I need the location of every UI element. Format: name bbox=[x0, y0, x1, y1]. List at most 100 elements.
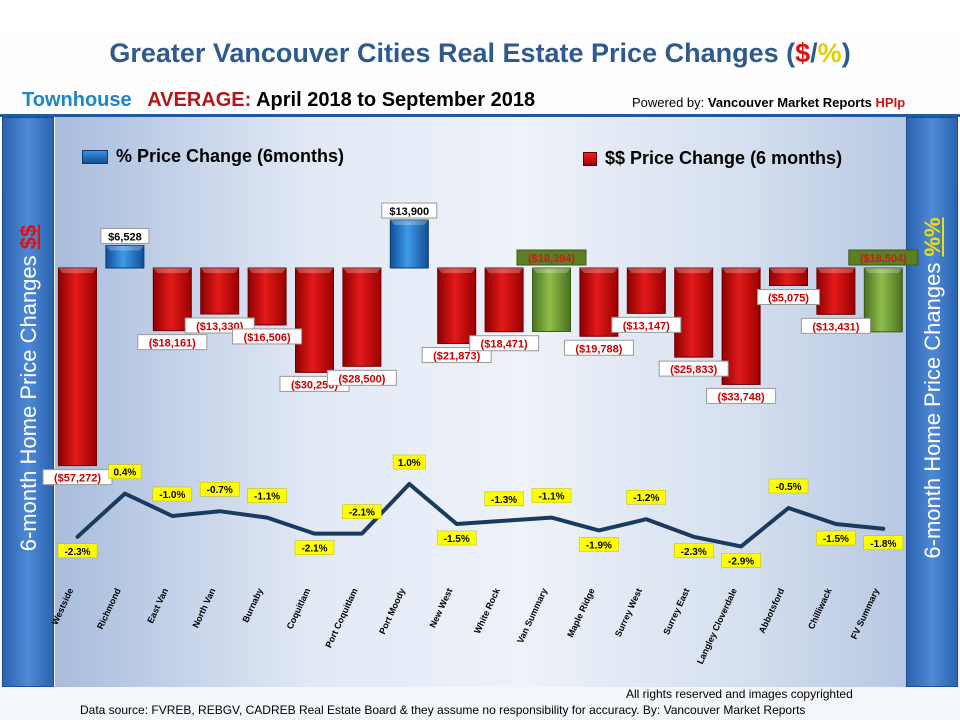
dollar-label: ($33,748) bbox=[706, 387, 777, 404]
dollar-label: ($25,833) bbox=[658, 360, 729, 377]
x-tick-label: Port Moody bbox=[377, 587, 407, 636]
percent-label: -2.3% bbox=[673, 543, 714, 559]
percent-label: 1.0% bbox=[392, 454, 426, 470]
percent-label-text: -2.3% bbox=[64, 547, 90, 558]
bar-bevel bbox=[627, 268, 666, 273]
percent-label-text: -2.1% bbox=[349, 508, 375, 519]
dollar-label: ($28,500) bbox=[326, 369, 397, 386]
dollar-label-text: ($13,330) bbox=[196, 321, 243, 333]
dollar-label: ($18,471) bbox=[469, 335, 540, 352]
x-tick-label: North Van bbox=[190, 587, 217, 630]
bar-north-van bbox=[200, 267, 240, 315]
legend-percent-swatch bbox=[82, 150, 108, 165]
x-tick-label: White Rock bbox=[472, 586, 502, 636]
percent-label: -1.2% bbox=[626, 489, 667, 505]
percent-label: -1.5% bbox=[436, 530, 477, 546]
x-tick-label: Maple Ridge bbox=[565, 587, 596, 639]
dollar-label-text: ($30,256) bbox=[291, 379, 338, 391]
copyright-note: All rights reserved and images copyright… bbox=[626, 687, 853, 701]
percent-label-text: -1.0% bbox=[159, 490, 185, 501]
header-divider bbox=[0, 114, 960, 117]
percent-label: -0.7% bbox=[199, 481, 240, 497]
percent-label-text: -0.5% bbox=[775, 482, 801, 493]
dollar-label: ($19,788) bbox=[563, 339, 634, 356]
percent-label-text: 1.0% bbox=[398, 458, 421, 469]
bar-bevel bbox=[485, 268, 524, 273]
dollar-label: $13,900 bbox=[381, 202, 438, 219]
x-tick-label: Chilliwack bbox=[806, 586, 834, 631]
dollar-label-text: ($18,394) bbox=[528, 253, 575, 265]
chart-title-text: Greater Vancouver Cities Real Estate Pri… bbox=[109, 38, 796, 68]
percent-label: -1.5% bbox=[816, 530, 856, 546]
dollar-label-text: ($18,504) bbox=[860, 253, 907, 265]
bar-bevel bbox=[390, 220, 429, 226]
percent-label-text: -1.9% bbox=[586, 540, 612, 551]
x-tick-label: Burnaby bbox=[240, 587, 264, 624]
dollar-label-text: ($16,506) bbox=[244, 332, 291, 344]
percent-label: -1.8% bbox=[863, 535, 904, 551]
bar-surrey-east bbox=[674, 267, 714, 358]
legend-percent-label: % Price Change (6months) bbox=[116, 146, 345, 166]
legend-dollar-swatch bbox=[583, 152, 597, 167]
left-sidebar: 6-month Home Price Changes $$ bbox=[2, 117, 54, 687]
legend-dollar-label: $$ Price Change (6 months) bbox=[605, 148, 843, 168]
property-type: Townhouse bbox=[22, 89, 132, 111]
dollar-label-text: ($18,471) bbox=[481, 339, 528, 351]
bar-bevel bbox=[153, 268, 192, 273]
percent-label: -1.0% bbox=[152, 486, 193, 502]
percent-label: 0.4% bbox=[108, 464, 142, 479]
percent-label-text: -1.5% bbox=[823, 534, 849, 545]
percent-label-text: -0.7% bbox=[207, 485, 233, 496]
data-source-note: Data source: FVREB, REBGV, CADREB Real E… bbox=[80, 703, 806, 717]
bar-van-summary bbox=[532, 267, 571, 332]
legend-percent: % Price Change (6months) bbox=[82, 146, 344, 167]
bar-burnaby bbox=[247, 267, 287, 326]
dollar-label-text: ($21,873) bbox=[433, 350, 480, 362]
average-label: AVERAGE: bbox=[147, 89, 252, 111]
dollar-label: ($5,075) bbox=[757, 289, 820, 306]
dollar-label-text: ($13,431) bbox=[812, 321, 859, 333]
percent-label: -2.1% bbox=[342, 504, 382, 519]
chart-title: Greater Vancouver Cities Real Estate Pri… bbox=[0, 38, 960, 69]
title-close-paren: ) bbox=[841, 38, 851, 68]
x-tick-label: Port Coquitlam bbox=[323, 587, 359, 650]
bar-bevel bbox=[437, 268, 476, 273]
dollar-label: ($18,504) bbox=[848, 249, 919, 266]
percent-label-text: -1.2% bbox=[633, 493, 659, 504]
bar-port-coquitlam bbox=[342, 267, 382, 367]
percent-label-text: 0.4% bbox=[114, 468, 137, 479]
bar-bevel bbox=[722, 268, 761, 273]
bar-bevel bbox=[105, 245, 144, 251]
title-slash-symbol: / bbox=[810, 38, 818, 68]
percent-label-text: -2.1% bbox=[301, 544, 327, 555]
percent-label-text: -1.5% bbox=[444, 534, 470, 545]
bar-bevel bbox=[674, 268, 713, 273]
bar-bevel bbox=[295, 268, 334, 273]
percent-label-text: -2.3% bbox=[681, 547, 707, 558]
dollar-label-text: ($19,788) bbox=[575, 343, 622, 355]
percent-label: -2.1% bbox=[294, 540, 335, 555]
percent-label-text: -1.3% bbox=[491, 495, 517, 506]
bar-bevel bbox=[248, 268, 287, 273]
dollar-label: ($13,147) bbox=[611, 316, 682, 333]
dollar-label: ($18,394) bbox=[516, 249, 587, 266]
x-tick-label: East Van bbox=[145, 587, 170, 625]
percent-label: -1.1% bbox=[247, 488, 287, 503]
percent-label-text: -1.1% bbox=[254, 492, 280, 503]
x-tick-label: FV Summary bbox=[849, 587, 881, 641]
bar-bevel bbox=[532, 268, 571, 273]
dollar-label: ($16,506) bbox=[232, 328, 303, 345]
percent-label: -2.9% bbox=[721, 553, 761, 568]
x-tick-label: New West bbox=[428, 587, 455, 630]
bar-bevel bbox=[816, 268, 855, 273]
x-tick-label: Surrey West bbox=[613, 587, 644, 639]
percent-label-text: -1.1% bbox=[538, 492, 564, 503]
dollar-label-text: ($13,147) bbox=[623, 320, 670, 332]
dollar-label: ($13,431) bbox=[800, 317, 871, 334]
percent-label: -1.1% bbox=[531, 488, 572, 503]
x-tick-label: Westside bbox=[50, 587, 76, 627]
dollar-label-text: $13,900 bbox=[389, 206, 429, 218]
x-tick-label: Coquitlam bbox=[285, 587, 313, 631]
dollar-label-text: ($28,500) bbox=[338, 373, 385, 385]
